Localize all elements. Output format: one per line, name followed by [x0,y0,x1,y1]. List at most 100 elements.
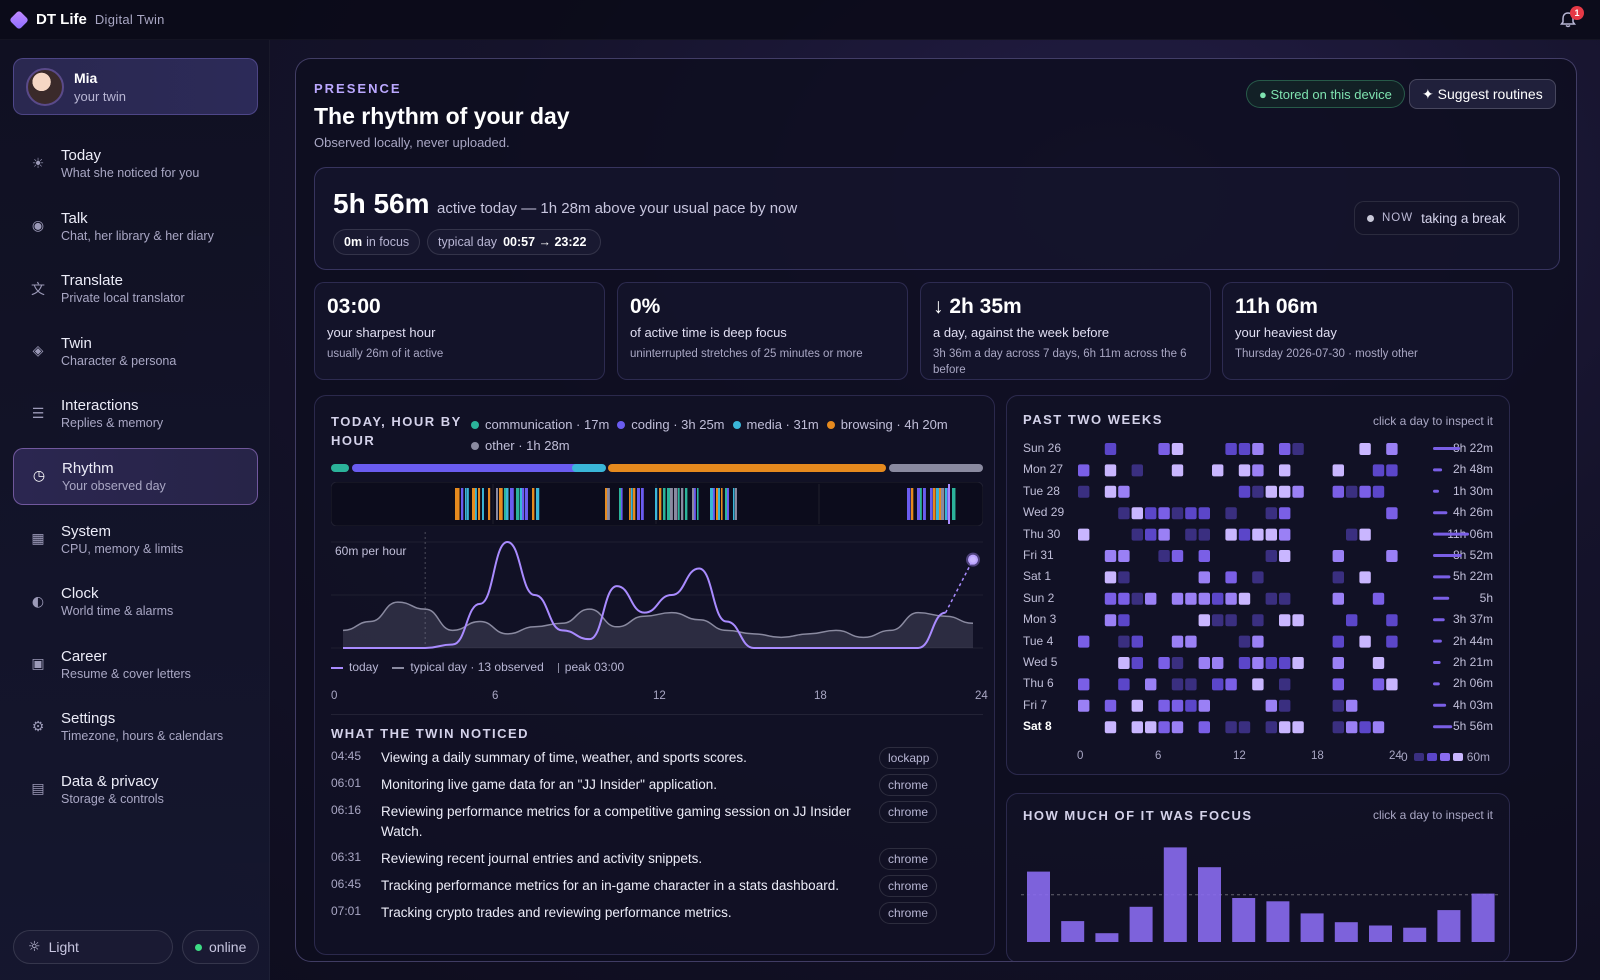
heatmap-day-label[interactable]: Thu 6 [1023,676,1054,691]
heatmap-day-label[interactable]: Sun 26 [1023,441,1062,455]
heatmap-day-label[interactable]: Mon 27 [1023,462,1064,477]
focus-bar[interactable] [1095,933,1119,942]
sidebar-item-sub: What she noticed for you [61,166,200,180]
heatmap-day-label[interactable]: Wed 5 [1023,655,1058,669]
sidebar-item-today[interactable]: ☀ Today What she noticed for you [13,135,258,192]
legend-dot-icon [617,421,626,429]
sidebar-item-settings[interactable]: ⚙ Settings Timezone, hours & calendars [13,698,258,755]
heatmap-grid[interactable] [1077,441,1437,741]
heatmap-day-total: 3h 37m [1452,612,1493,627]
focus-bar[interactable] [1300,913,1324,942]
now-text: taking a break [1421,210,1506,226]
focus-bar[interactable] [1232,898,1256,942]
activity-tick [619,488,623,520]
today-line [342,540,946,649]
activity-tick [475,488,477,520]
heatmap-day-label[interactable]: Fri 7 [1023,697,1047,712]
focus-bar[interactable] [1437,910,1461,942]
heatmap-cell [1332,699,1344,712]
heatmap-cell [1372,657,1385,669]
status-button[interactable]: online [182,930,259,964]
heatmap-day-label[interactable]: Sat 1 [1023,569,1052,584]
heatmap-day-label[interactable]: Sun 2 [1023,590,1055,605]
heatmap-cell [1158,507,1170,520]
focus-bar-chart[interactable] [1021,832,1501,942]
heatmap-day-label[interactable]: Wed 29 [1023,505,1065,520]
focus-bar[interactable] [1403,927,1427,942]
focus-bar[interactable] [1266,901,1290,942]
heatmap-cell [1158,699,1170,712]
list-item[interactable]: 07:01 Tracking crypto trades and reviewi… [331,903,961,923]
sidebar-item-rhythm[interactable]: ◷ Rhythm Your observed day [13,447,258,505]
heatmap-day-label[interactable]: Mon 3 [1023,612,1057,627]
sidebar-item-career[interactable]: ▣ Career Resume & cover letters [13,636,258,693]
hourly-line-chart [331,532,983,649]
focus-value: 0m [344,235,363,249]
focus-bar[interactable] [1027,871,1050,942]
heatmap-day-label[interactable]: Tue 4 [1023,633,1054,648]
heatmap-cell [1158,528,1170,541]
focus-panel: HOW MUCH OF IT WAS FOCUS click a day to … [1006,793,1510,961]
heatmap-day-label[interactable]: Fri 31 [1023,548,1054,562]
heatmap-day-label[interactable]: Sat 8 [1023,719,1052,734]
heatmap-cell [1104,614,1117,627]
sidebar-item-data-privacy[interactable]: ▤ Data & privacy Storage & controls [13,761,258,818]
heatmap-cell [1238,657,1251,669]
focus-bar[interactable] [1369,925,1392,943]
list-item[interactable]: 06:45 Tracking performance metrics for a… [331,876,961,896]
heatmap-day-label[interactable]: Tue 28 [1023,483,1060,498]
heatmap-day-label[interactable]: Thu 30 [1023,526,1061,541]
heatmap-cell [1118,678,1130,691]
sidebar-item-interactions[interactable]: ☰ Interactions Replies & memory [13,385,258,442]
sidebar-item-twin[interactable]: ◈ Twin Character & persona [13,323,258,380]
sidebar-item-talk[interactable]: ◉ Talk Chat, her library & her diary [13,198,258,255]
activity-tick [506,488,509,520]
sidebar-item-system[interactable]: ▦ System CPU, memory & limits [13,511,258,568]
notes-title: WHAT THE TWIN NOTICED [331,726,530,741]
heatmap-cell [1346,528,1358,541]
heatmap-cell [1292,657,1304,669]
focus-bar[interactable] [1129,906,1153,942]
focus-bar[interactable] [1198,867,1221,942]
focus-bar[interactable] [1061,921,1085,942]
activity-tick [488,488,491,520]
stat-note: Thursday 2026-07-30 · mostly other [1235,348,1418,360]
list-item[interactable]: 06:01 Monitoring live game data for an "… [331,775,961,795]
heatmap-cell [1198,614,1210,627]
heatmap-day-total: 11h 06m [1447,526,1493,541]
activity-tick [510,488,513,520]
list-item[interactable]: 06:16 Reviewing performance metrics for … [331,802,961,842]
heatmap-cell [1171,507,1184,520]
heatmap-cell [1171,550,1184,562]
focus-bar[interactable] [1163,847,1187,942]
activity-tick [681,488,684,520]
activity-strip[interactable] [331,482,983,526]
category-legend-item: communication · 17m [471,417,609,432]
stat-label: of active time is deep focus [630,325,787,340]
focus-bar[interactable] [1471,893,1495,942]
sidebar-item-translate[interactable]: 文 Translate Private local translator [13,260,258,317]
heatmap-cell [1198,721,1210,734]
profile-card[interactable]: Mia your twin [13,58,258,115]
heatmap-cell [1252,635,1264,648]
heatmap-cell [1225,721,1237,734]
heatmap-day-total: 1h 30m [1452,483,1493,498]
heatmap-cell [1359,635,1371,648]
heatmap-cell [1104,443,1117,455]
activity-tick [641,488,644,520]
heatmap-total-bar [1433,703,1447,707]
sidebar-item-clock[interactable]: ◐ Clock World time & alarms [13,573,258,630]
theme-toggle-button[interactable]: ☼ Light [13,930,173,964]
activity-tick [727,488,729,520]
app-badge: chrome [879,774,938,796]
suggest-routines-button[interactable]: ✦ Suggest routines [1409,79,1556,109]
notification-button[interactable]: 1 [1558,6,1584,30]
list-item[interactable]: 04:45 Viewing a daily summary of time, w… [331,748,961,768]
focus-bar[interactable] [1334,922,1358,942]
heatmap-cell [1279,678,1291,691]
list-item[interactable]: 06:31 Reviewing recent journal entries a… [331,849,961,869]
activity-tick [911,488,914,520]
line-legend: today typical day · 13 observed peak 03:… [331,660,624,674]
heatmap-cell [1265,507,1277,520]
sidebar-item-sub: CPU, memory & limits [61,541,184,556]
